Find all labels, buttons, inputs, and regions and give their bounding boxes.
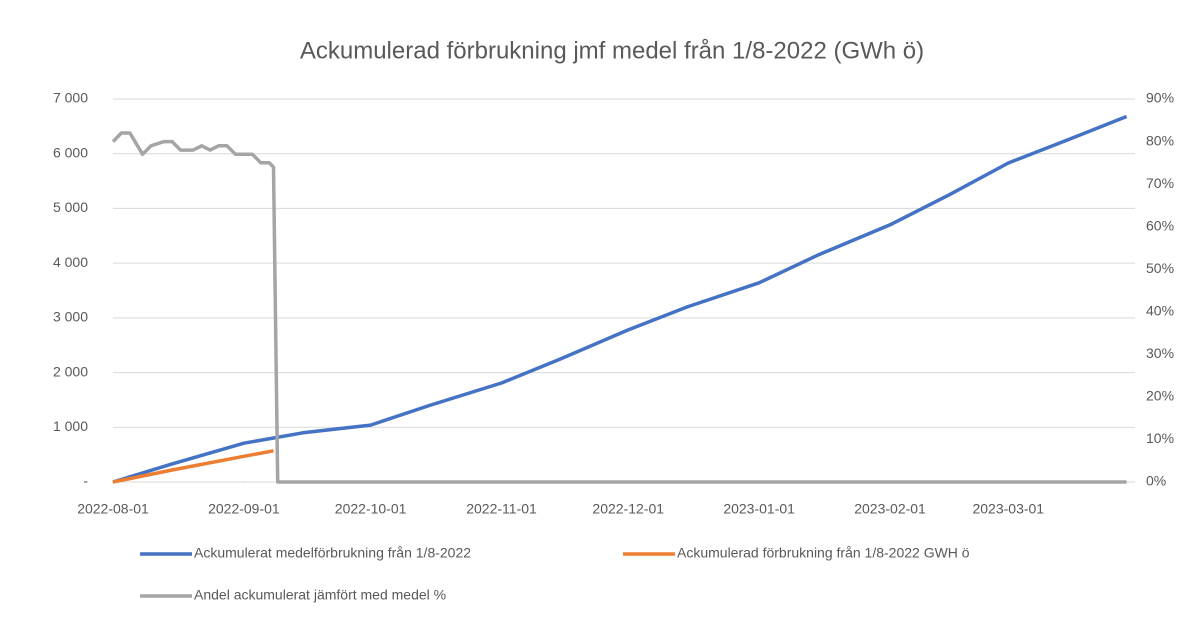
- y-tick-label: 3 000: [53, 309, 88, 325]
- legend-label: Ackumulerat medelförbrukning från 1/8-20…: [194, 545, 471, 561]
- y2-tick-label: 30%: [1146, 345, 1174, 361]
- x-tick-label: 2023-03-01: [972, 501, 1044, 517]
- series-line: [112, 449, 274, 484]
- y-tick-label: 5 000: [53, 199, 88, 215]
- x-tick-label: 2022-12-01: [592, 501, 664, 517]
- chart-title: Ackumulerad förbrukning jmf medel från 1…: [300, 37, 924, 64]
- y2-tick-label: 60%: [1146, 217, 1174, 233]
- x-tick-label: 2022-08-01: [77, 501, 149, 517]
- legend-label: Ackumulerad förbrukning från 1/8-2022 GW…: [677, 545, 970, 561]
- x-tick-label: 2022-09-01: [208, 501, 280, 517]
- y2-tick-label: 0%: [1146, 473, 1166, 489]
- y2-tick-label: 90%: [1146, 90, 1174, 106]
- y-tick-label: 2 000: [53, 363, 88, 379]
- y2-tick-label: 10%: [1146, 430, 1174, 446]
- y-tick-label: -: [83, 473, 88, 489]
- y2-tick-label: 50%: [1146, 260, 1174, 276]
- series-line: [111, 131, 1127, 484]
- y2-tick-label: 20%: [1146, 388, 1174, 404]
- x-tick-label: 2023-01-01: [723, 501, 795, 517]
- y2-tick-label: 70%: [1146, 175, 1174, 191]
- y2-tick-label: 80%: [1146, 132, 1174, 148]
- legend-label: Andel ackumulerat jämfört med medel %: [194, 587, 446, 603]
- x-tick-label: 2023-02-01: [854, 501, 926, 517]
- y-tick-label: 7 000: [53, 90, 88, 106]
- x-tick-label: 2022-11-01: [466, 501, 537, 517]
- y-tick-label: 4 000: [53, 254, 88, 270]
- y-tick-label: 1 000: [53, 418, 88, 434]
- series-line: [112, 114, 1128, 484]
- x-tick-label: 2022-10-01: [335, 501, 407, 517]
- y2-tick-label: 40%: [1146, 302, 1174, 318]
- y-tick-label: 6 000: [53, 144, 88, 160]
